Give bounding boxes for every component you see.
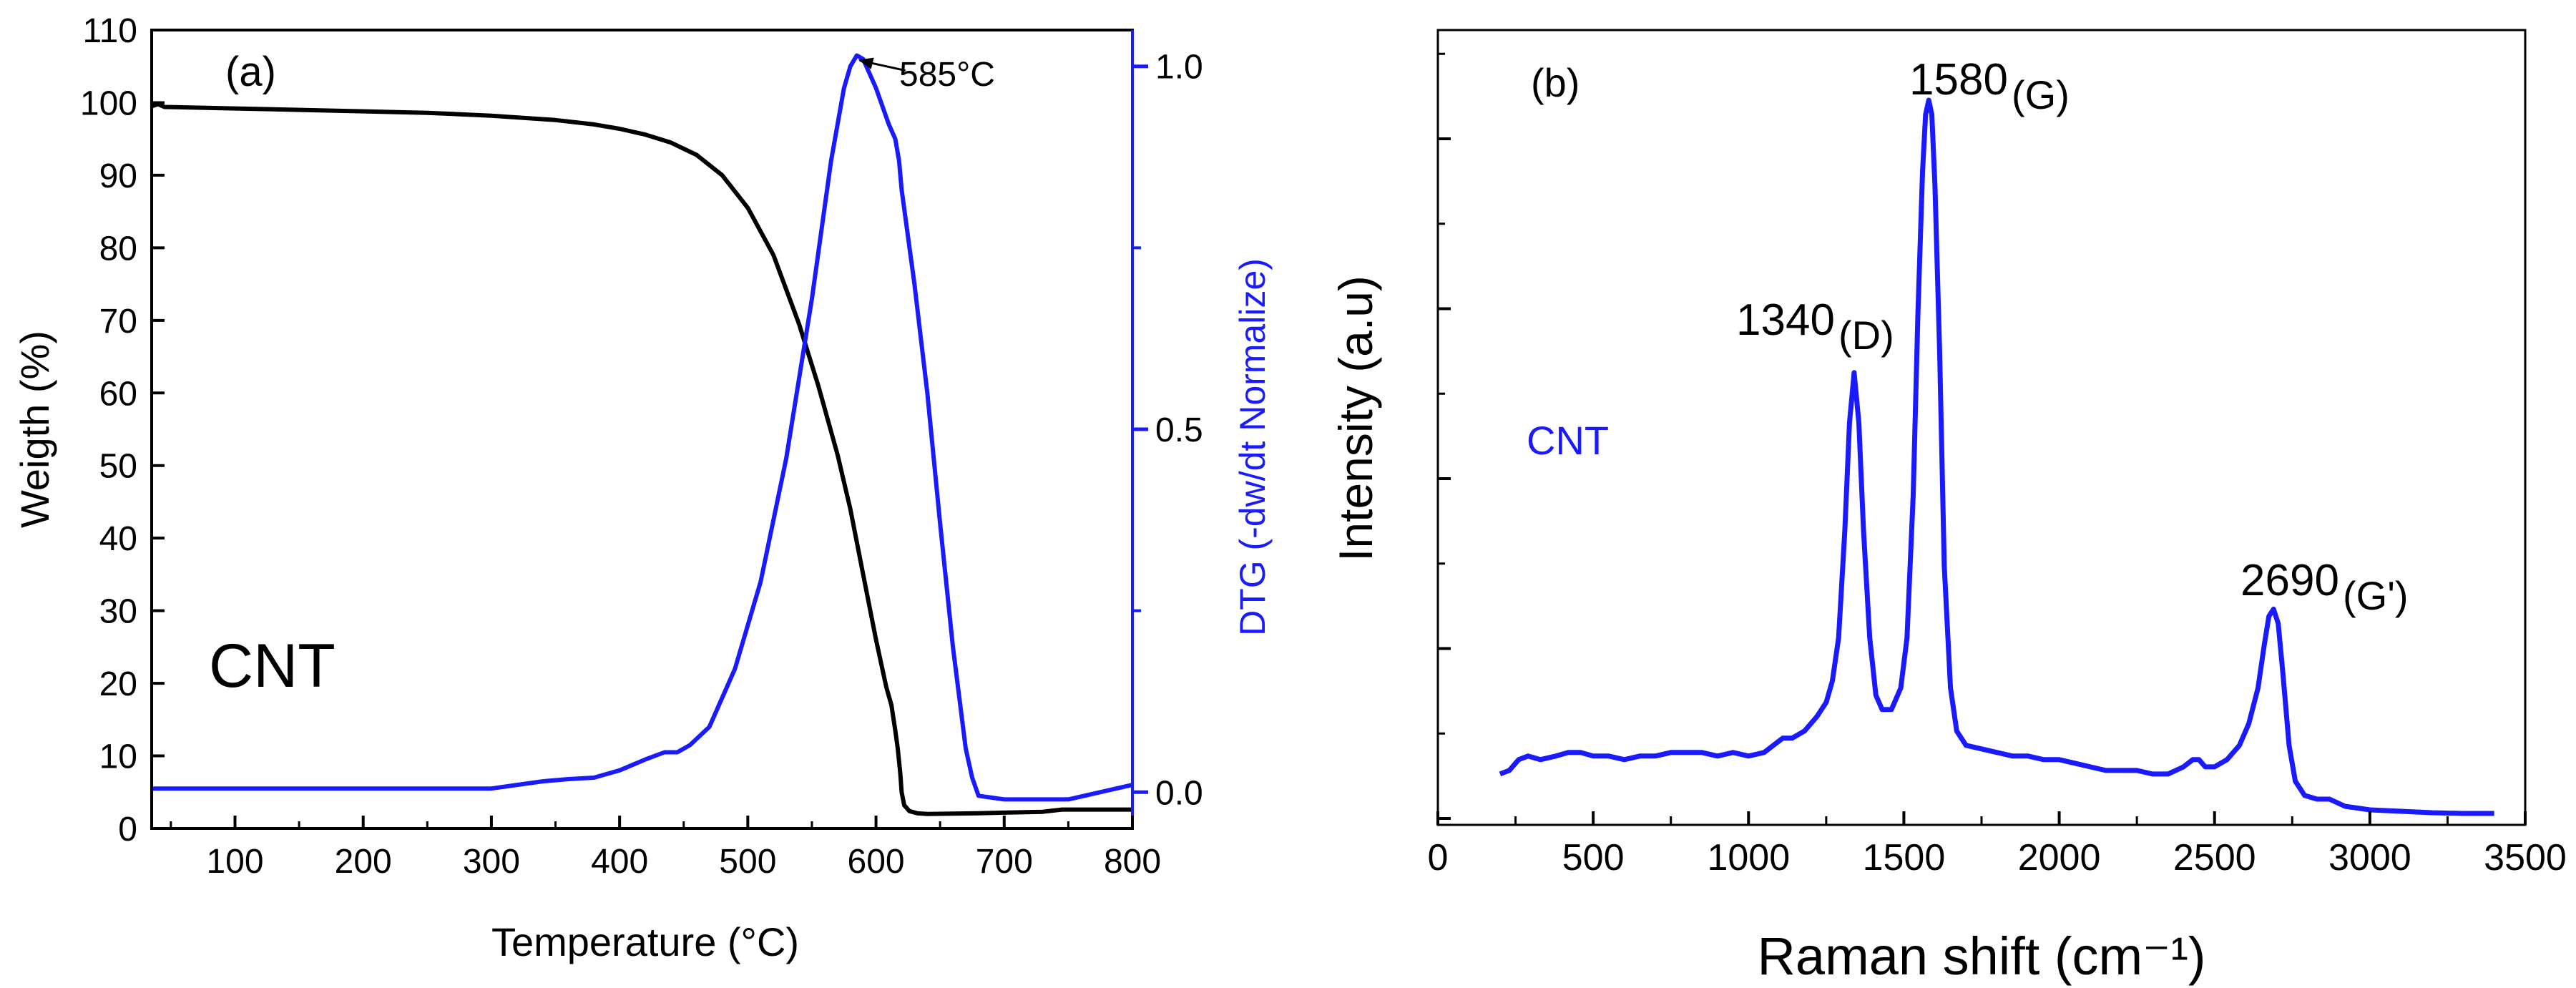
x-axis-title-b-text: Raman shift (cm⁻¹) <box>1757 926 2205 986</box>
x-tick-label-a: 700 <box>976 843 1033 881</box>
x-tick-label-a: 200 <box>335 843 392 881</box>
peak-annotation: 585°C <box>858 56 995 94</box>
peak-arrowhead <box>858 57 874 69</box>
x-tick-label-a: 500 <box>719 843 776 881</box>
x-axis-title-a: Temperature (°C) <box>491 919 799 964</box>
y2-tick-label-a: 0.5 <box>1155 411 1203 449</box>
dtg-series-line <box>152 53 1133 802</box>
x-tick-label-b: 3500 <box>2484 837 2567 879</box>
raman-series-line <box>1499 97 2494 816</box>
raman-marks <box>1499 97 2494 816</box>
peak-label-d: 1340 (D) <box>1736 295 1894 358</box>
y-tick-label-a: 80 <box>99 230 137 268</box>
y-tick-label-a: 70 <box>99 303 137 341</box>
y-tick-label-a: 30 <box>99 593 137 631</box>
y-tick-label-a: 100 <box>80 84 137 122</box>
x-axis-title-b: Raman shift (cm⁻¹) <box>1757 926 2205 986</box>
raman-axis-ticks: 0 500 1000 1500 2000 2500 3000 3500 <box>1428 52 2567 879</box>
y-axis-title-b: Intensity (a.u) <box>1329 275 1382 562</box>
y-tick-label-a: 0 <box>118 811 137 848</box>
y-tick-label-a: 60 <box>99 375 137 413</box>
peak-annotation-label: 585°C <box>899 56 995 94</box>
tga-dtg-marks <box>151 53 1133 816</box>
peak-label-g: 1580 (G) <box>1909 55 2070 117</box>
peak-label-g-prime-band: (G') <box>2343 573 2409 618</box>
x-tick-label-a: 800 <box>1104 843 1161 881</box>
x-tick-label-b: 1000 <box>1707 837 1790 879</box>
sample-label-b: CNT <box>1527 418 1609 463</box>
weight-series-line <box>151 102 1132 816</box>
x-tick-label-b: 1500 <box>1863 837 1946 879</box>
y-tick-label-a: 50 <box>99 448 137 486</box>
x-tick-label-b: 500 <box>1562 837 1625 879</box>
plot-area-frame-a <box>150 29 1134 830</box>
peak-label-g-value: 1580 <box>1909 55 2008 104</box>
x-tick-label-a: 600 <box>848 843 905 881</box>
peak-label-g-band: (G) <box>2012 72 2070 117</box>
peak-label-g-prime-value: 2690 <box>2240 556 2339 605</box>
x-tick-label-a: 400 <box>591 843 648 881</box>
raman-chart: 0 500 1000 1500 2000 2500 3000 3500 (b) CNT 134… <box>1329 29 2567 986</box>
peak-label-d-value: 1340 <box>1736 295 1835 345</box>
y-tick-label-a: 90 <box>99 157 137 195</box>
sample-label-a: CNT <box>209 632 336 700</box>
y2-axis-title-a: DTG (-dw/dt Normalize) <box>1233 258 1273 636</box>
x-tick-label-b: 3000 <box>2328 837 2411 879</box>
y-tick-label-a: 110 <box>82 12 137 50</box>
panel-label-b: (b) <box>1531 60 1580 105</box>
x-tick-label-b: 2000 <box>2018 837 2101 879</box>
panel-label-a: (a) <box>225 49 276 95</box>
y2-tick-label-a: 0.0 <box>1155 774 1203 812</box>
y-tick-label-a: 20 <box>99 665 137 703</box>
y-tick-label-a: 10 <box>99 738 137 776</box>
tga-dtg-chart: 100 200 300 400 500 600 700 800 0 10 20 30 40 50 60 70 8… <box>12 12 1273 964</box>
x-tick-label-b: 2500 <box>2173 837 2256 879</box>
y-tick-label-a: 40 <box>99 520 137 558</box>
x-tick-label-a: 100 <box>206 843 263 881</box>
tga-axis-ticks: 100 200 300 400 500 600 700 800 0 10 20 30 40 50 60 70 8… <box>80 12 1203 881</box>
x-tick-label-a: 300 <box>463 843 520 881</box>
peak-label-g-prime: 2690 (G') <box>2240 556 2409 618</box>
peak-label-d-band: (D) <box>1838 313 1894 358</box>
y-axis-title-a: Weigth (%) <box>12 331 57 528</box>
y2-tick-label-a: 1.0 <box>1155 49 1203 87</box>
x-tick-label-b: 0 <box>1428 837 1449 879</box>
